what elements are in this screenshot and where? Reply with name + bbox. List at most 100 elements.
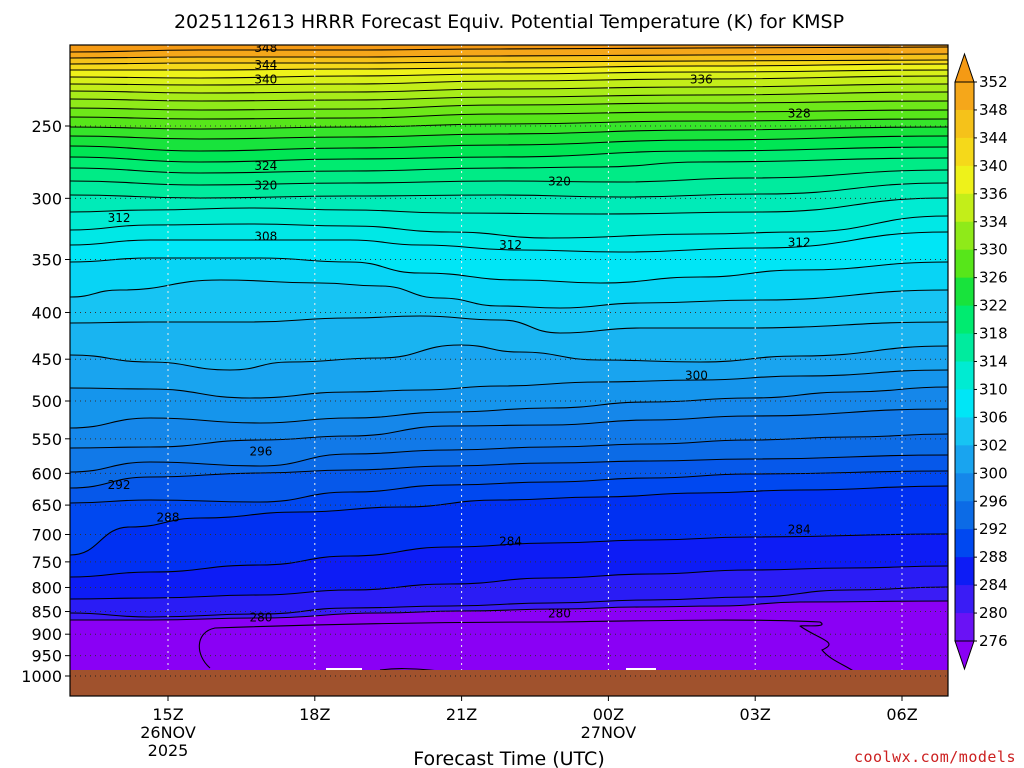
- filled-contour-bands: [70, 45, 948, 696]
- contour-line: [70, 75, 948, 86]
- contour-label: 324: [254, 159, 277, 173]
- x-tick-date: 26NOV: [140, 723, 196, 742]
- colorbar-segment: [955, 361, 974, 390]
- colorbar-label: 280: [979, 604, 1008, 622]
- colorbar: 352 348 344 340 336 334 330 326 322 318 314 310 306 3…: [954, 52, 1008, 671]
- contour-line: [70, 118, 948, 130]
- colorbar-segment: [955, 501, 974, 530]
- ground-surface: [70, 668, 948, 696]
- contour-line: [70, 533, 948, 578]
- contour-label: 312: [108, 211, 131, 225]
- contour-label: 340: [254, 72, 277, 86]
- contour-band: [70, 60, 948, 70]
- x-tick-label: 03Z: [740, 705, 771, 724]
- colorbar-label: 326: [979, 269, 1008, 287]
- contour-line: [70, 91, 948, 102]
- colorbar-label: 288: [979, 548, 1008, 566]
- contour-lines: [70, 46, 948, 673]
- contour-line: [70, 485, 948, 556]
- x-tick-label: 21Z: [446, 705, 477, 724]
- contour-label: 280: [250, 611, 273, 625]
- colorbar-label: 344: [979, 129, 1008, 147]
- x-axis-label: Forecast Time (UTC): [413, 748, 604, 768]
- plot-frame: [69, 44, 949, 697]
- colorbar-segment: [955, 82, 974, 111]
- contour-line: [70, 565, 948, 600]
- contour-label: 292: [108, 478, 131, 492]
- contour-label: 280: [548, 606, 571, 620]
- contour-line: [70, 600, 948, 621]
- colorbar-segment: [955, 305, 974, 335]
- contour-label: 344: [254, 58, 277, 72]
- y-tick-label: 800: [31, 578, 62, 597]
- y-tick-label: 900: [31, 625, 62, 644]
- contour-line: [70, 100, 948, 111]
- contour-band: [70, 54, 948, 64]
- contour-line: [70, 109, 948, 120]
- contour-band: [70, 47, 948, 58]
- y-tick-label: 600: [31, 464, 62, 483]
- colorbar-segment: [955, 277, 974, 307]
- contour-band: [70, 409, 948, 472]
- colorbar-label: 330: [979, 241, 1008, 259]
- y-tick-label: 450: [31, 350, 62, 369]
- colorbar-segment: [955, 585, 974, 614]
- colorbar-segment: [955, 165, 974, 195]
- contour-label: 312: [788, 236, 811, 250]
- y-tick-label: 500: [31, 392, 62, 411]
- contour-label: 308: [254, 230, 277, 244]
- colorbar-label: 276: [979, 632, 1008, 650]
- colorbar-label: 296: [979, 492, 1008, 510]
- contour-line: [70, 344, 948, 371]
- contour-band: [70, 232, 948, 283]
- contour-band: [70, 345, 948, 398]
- contour-label: 296: [250, 444, 273, 458]
- colorbar-segment: [955, 333, 974, 362]
- contour-band: [70, 534, 948, 599]
- colorbar-segment: [955, 109, 974, 139]
- x-tick-label: 00Z: [593, 705, 624, 724]
- colorbar-label: 306: [979, 408, 1008, 426]
- contour-line: [70, 586, 948, 618]
- x-tick-date: 27NOV: [581, 723, 637, 742]
- colorbar-label: 322: [979, 297, 1008, 315]
- colorbar-segment: [955, 249, 974, 279]
- y-tick-label: 750: [31, 553, 62, 572]
- chart-title: 2025112613 HRRR Forecast Equiv. Potentia…: [174, 11, 844, 33]
- credit-link[interactable]: coolwx.com/models: [854, 748, 1016, 766]
- contour-label: 328: [788, 107, 811, 121]
- contour-line: [70, 386, 948, 429]
- contour-line: [70, 231, 948, 253]
- colorbar-segment: [955, 193, 974, 223]
- colorbar-min-arrow: [954, 640, 975, 671]
- grid-lines: [70, 45, 948, 696]
- contour-line: [70, 59, 948, 65]
- colorbar-label: 314: [979, 353, 1008, 371]
- contour-line: [198, 619, 856, 673]
- contour-line: [70, 408, 948, 449]
- colorbar-label: 348: [979, 101, 1008, 119]
- contour-line: [70, 126, 948, 140]
- colorbar-segment: [955, 557, 974, 586]
- contour-band: [70, 370, 948, 428]
- contour-label: 320: [254, 178, 277, 192]
- colorbar-label: 336: [979, 185, 1008, 203]
- ground-fill: [70, 670, 948, 696]
- contour-band: [70, 486, 948, 577]
- contour-line: [70, 369, 948, 399]
- contour-line: [70, 46, 948, 53]
- y-tick-label: 300: [31, 189, 62, 208]
- colorbar-label: 310: [979, 380, 1008, 398]
- x-tick-year: 2025: [148, 741, 189, 760]
- colorbar-label: 334: [979, 213, 1008, 231]
- surface-marker: [626, 668, 656, 671]
- contour-band: [70, 76, 948, 93]
- contour-band: [70, 127, 948, 151]
- contour-line: [70, 279, 948, 309]
- contour-line: [70, 215, 948, 239]
- y-tick-label: 1000: [21, 667, 62, 686]
- contour-band: [70, 258, 948, 308]
